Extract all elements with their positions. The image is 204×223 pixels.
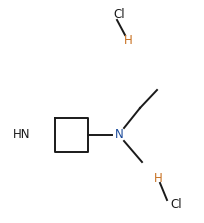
- Text: N: N: [114, 128, 123, 142]
- Text: H: H: [153, 171, 162, 184]
- Text: H: H: [123, 33, 132, 47]
- Text: Cl: Cl: [169, 198, 181, 211]
- Text: Cl: Cl: [112, 8, 124, 21]
- Text: HN: HN: [13, 128, 31, 142]
